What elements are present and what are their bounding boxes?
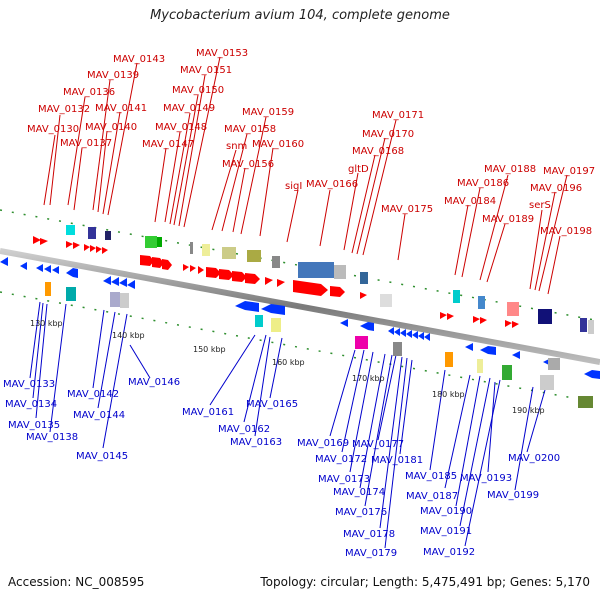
- gene-label: MAV_0191: [420, 526, 472, 537]
- gene-label: MAV_0174: [333, 487, 385, 498]
- gene-label: MAV_0141: [95, 103, 147, 114]
- gene-label: MAV_0143: [113, 54, 165, 65]
- gene-label: sigI: [285, 181, 302, 192]
- gene-label: MAV_0151: [180, 65, 232, 76]
- top-gene-labels: MAV_0130 MAV_0132 MAV_0136 MAV_0139 MAV_…: [27, 48, 595, 237]
- gene-label: MAV_0139: [87, 70, 139, 81]
- gene-label: MAV_0134: [5, 399, 57, 410]
- gene-label: MAV_0159: [242, 107, 294, 118]
- gene-label: serS: [529, 200, 551, 211]
- gene-label: MAV_0175: [381, 204, 433, 215]
- scale-label: 150 kbp: [193, 345, 226, 354]
- gene-label: MAV_0149: [163, 103, 215, 114]
- gene-label: MAV_0150: [172, 85, 224, 96]
- gene-label: MAV_0156: [222, 159, 274, 170]
- gene-label: MAV_0198: [540, 226, 592, 237]
- gene-label: MAV_0135: [8, 420, 60, 431]
- gene-label: MAV_0158: [224, 124, 276, 135]
- scale-labels: 130 kbp 140 kbp 150 kbp 160 kbp 170 kbp …: [30, 319, 545, 415]
- gene-label: MAV_0199: [487, 490, 539, 501]
- gene-label: MAV_0162: [218, 424, 270, 435]
- gene-label: MAV_0138: [26, 432, 78, 443]
- gene-label: MAV_0190: [420, 506, 472, 517]
- gene-label: MAV_0184: [444, 196, 496, 207]
- gene-label: MAV_0188: [484, 164, 536, 175]
- gene-label: MAV_0193: [460, 473, 512, 484]
- gene-label: MAV_0196: [530, 183, 582, 194]
- scale-label: 140 kbp: [112, 331, 145, 340]
- genome-backbone: [0, 248, 600, 365]
- gene-label: MAV_0172: [315, 454, 367, 465]
- gene-label: MAV_0192: [423, 547, 475, 558]
- gene-label: MAV_0137: [60, 138, 112, 149]
- genome-summary: Topology: circular; Length: 5,475,491 bp…: [260, 575, 590, 589]
- reverse-genes: [0, 257, 600, 379]
- gene-label: MAV_0133: [3, 379, 55, 390]
- accession-label: Accession: NC_008595: [8, 575, 145, 589]
- gene-label: MAV_0176: [335, 507, 387, 518]
- bottom-gene-labels: MAV_0133 MAV_0134 MAV_0135 MAV_0138 MAV_…: [3, 377, 560, 559]
- page-title: Mycobacterium avium 104, complete genome: [150, 8, 450, 23]
- gene-label: MAV_0145: [76, 451, 128, 462]
- gene-label: MAV_0200: [508, 453, 560, 464]
- scale-label: 170 kbp: [352, 374, 385, 383]
- gene-label: MAV_0161: [182, 407, 234, 418]
- gene-label: MAV_0177: [352, 439, 404, 450]
- gene-label: MAV_0197: [543, 166, 595, 177]
- gene-label: MAV_0140: [85, 122, 137, 133]
- gene-label: gltD: [348, 164, 369, 175]
- gene-label: snm: [226, 141, 247, 152]
- other-genes: [45, 225, 594, 408]
- scale-label: 160 kbp: [272, 358, 305, 367]
- gene-label: MAV_0132: [38, 104, 90, 115]
- gene-label: MAV_0160: [252, 139, 304, 150]
- gene-label: MAV_0153: [196, 48, 248, 59]
- scale-label: 190 kbp: [512, 406, 545, 415]
- scale-label: 180 kbp: [432, 390, 465, 399]
- gene-label: MAV_0173: [318, 474, 370, 485]
- gene-label: MAV_0165: [246, 399, 298, 410]
- gene-label: MAV_0178: [343, 529, 395, 540]
- gene-label: MAV_0169: [297, 438, 349, 449]
- gene-label: MAV_0171: [372, 110, 424, 121]
- gene-label: MAV_0146: [128, 377, 180, 388]
- bottom-leader-lines: [29, 301, 546, 549]
- gene-label: MAV_0136: [63, 87, 115, 98]
- gene-label: MAV_0148: [155, 122, 207, 133]
- gene-label: MAV_0189: [482, 214, 534, 225]
- gene-label: MAV_0187: [406, 491, 458, 502]
- gene-label: MAV_0130: [27, 124, 79, 135]
- top-leader-lines: [43, 56, 568, 295]
- gene-label: MAV_0147: [142, 139, 194, 150]
- gene-label: MAV_0170: [362, 129, 414, 140]
- gene-label: MAV_0168: [352, 146, 404, 157]
- gene-label: MAV_0181: [371, 455, 423, 466]
- gene-label: MAV_0142: [67, 389, 119, 400]
- gene-label: MAV_0144: [73, 410, 125, 421]
- gene-label: MAV_0186: [457, 178, 509, 189]
- gene-label: MAV_0185: [405, 471, 457, 482]
- gene-label: MAV_0166: [306, 179, 358, 190]
- gene-label: MAV_0179: [345, 548, 397, 559]
- forward-genes: [33, 236, 519, 328]
- gene-label: MAV_0163: [230, 437, 282, 448]
- scale-label: 130 kbp: [30, 319, 63, 328]
